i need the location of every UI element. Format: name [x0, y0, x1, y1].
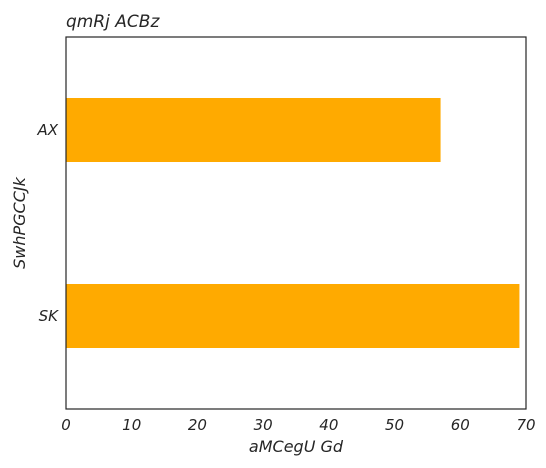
x-tick-label: 50 — [385, 416, 404, 434]
plot-area — [66, 98, 520, 348]
x-tick-label: 40 — [319, 416, 338, 434]
y-tick-label: SK — [39, 307, 60, 325]
bar-ax — [66, 98, 441, 162]
chart-title: qmRj ACBz — [66, 12, 160, 32]
bar-sk — [66, 284, 520, 348]
plot-frame — [65, 36, 527, 410]
x-tick-label: 60 — [451, 416, 470, 434]
x-axis-label: aMCegU Gd — [249, 437, 344, 456]
x-tick-label: 10 — [122, 416, 141, 434]
x-tick-label: 20 — [188, 416, 207, 434]
x-tick-label: 30 — [254, 416, 273, 434]
x-axis: 0 10 20 30 40 50 60 70 — [61, 416, 535, 434]
y-tick-label: AX — [36, 121, 58, 139]
x-tick-label: 0 — [61, 416, 71, 434]
y-axis: AX SK — [36, 121, 59, 325]
x-tick-label: 70 — [516, 416, 535, 434]
y-axis-label: SwhPGCCJk — [10, 176, 29, 268]
